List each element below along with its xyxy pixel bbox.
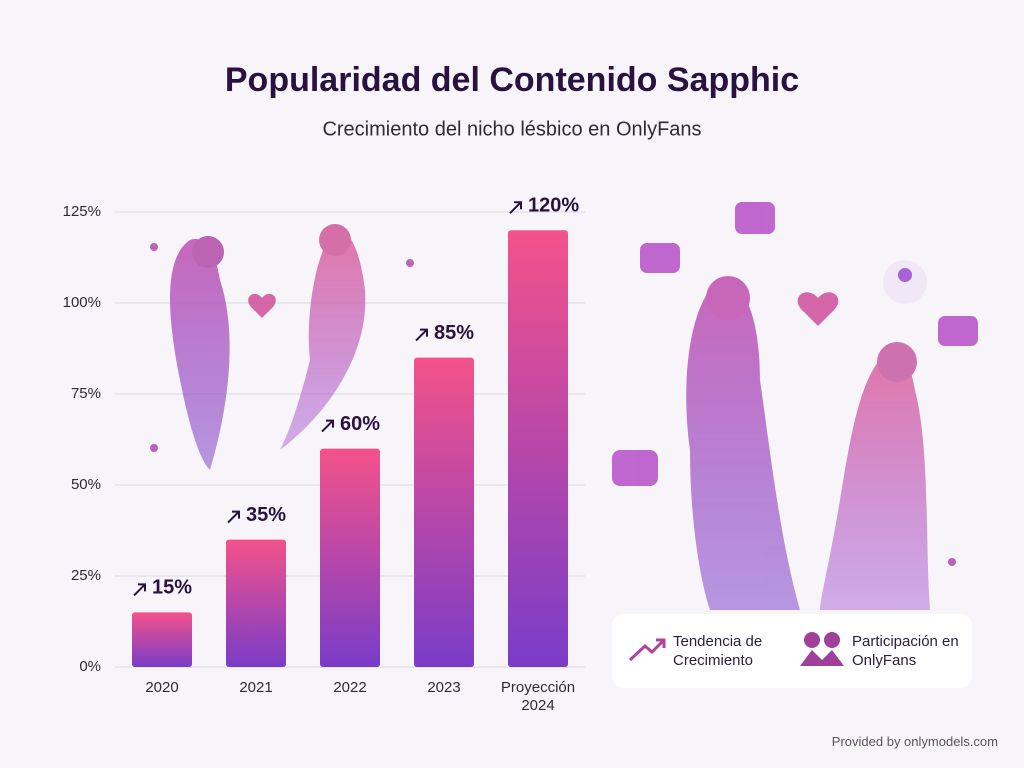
y-tick-label: 0%	[79, 658, 101, 675]
footer: Provided by onlymodels.com	[831, 734, 998, 749]
trend-arrow	[227, 510, 240, 524]
value-label: 60%	[340, 413, 380, 435]
y-tick-label: 50%	[71, 476, 101, 493]
value-label: 85%	[434, 322, 474, 344]
legend-box	[612, 614, 972, 688]
x-tick-label: 2021	[239, 679, 273, 696]
chart-subtitle: Crecimiento del nicho lésbico en OnlyFan…	[322, 118, 701, 140]
y-tick-label: 75%	[71, 385, 101, 402]
y-tick-label: 125%	[63, 203, 101, 220]
chart-title: Popularidad del Contenido Sapphic	[225, 61, 799, 99]
value-label: 120%	[528, 194, 579, 216]
trend-arrow	[509, 201, 522, 214]
y-tick-label: 25%	[71, 567, 101, 584]
x-tick-label: Proyección 2024	[500, 679, 576, 714]
trend-arrow	[133, 583, 146, 597]
bar	[226, 539, 286, 667]
bar	[414, 357, 474, 667]
legend-label: Participación en OnlyFans	[852, 633, 959, 669]
trend-arrow	[415, 328, 428, 342]
legend-label: Tendencia de Crecimiento	[673, 633, 763, 669]
x-tick-label: 2022	[333, 679, 367, 696]
bar	[132, 612, 192, 667]
bar	[320, 448, 380, 667]
x-tick-label: 2020	[145, 679, 179, 696]
value-label: 35%	[246, 504, 286, 526]
bar	[508, 230, 568, 667]
legend-icon	[628, 638, 666, 662]
x-tick-label: 2023	[427, 679, 461, 696]
value-label: 15%	[152, 577, 192, 599]
trend-arrow	[321, 419, 334, 433]
y-tick-label: 100%	[63, 294, 101, 311]
legend-icon	[800, 632, 844, 666]
decoration	[150, 202, 978, 610]
